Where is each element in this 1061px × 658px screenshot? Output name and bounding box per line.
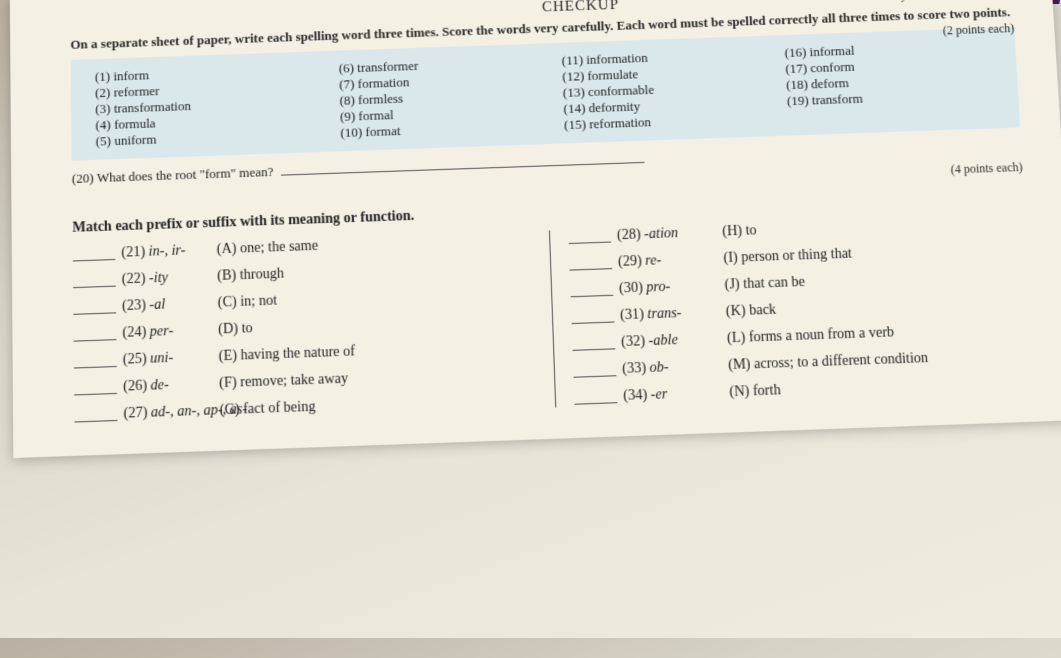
column-divider (549, 230, 556, 407)
match-definition: (A) one; the same (213, 231, 532, 259)
answer-blank[interactable] (571, 308, 614, 324)
answer-blank[interactable] (74, 379, 117, 395)
word: (4) formula (95, 115, 155, 132)
match-definition: (G) fact of being (215, 391, 536, 419)
match-definition: (B) through (213, 258, 532, 286)
points-4-each: (4 points each) (950, 160, 1023, 178)
word: (7) formation (339, 74, 409, 92)
match-right-col: (28) -ation(H) to (29) re-(I) person or t… (568, 214, 1036, 407)
word: (1) inform (95, 67, 149, 84)
q20-blank[interactable] (281, 162, 644, 176)
answer-blank[interactable] (74, 352, 117, 368)
word-col-3: (11) information (12) formulate (13) con… (561, 46, 771, 134)
match-definition: (M) across; to a different condition (724, 347, 1035, 375)
word: (19) transform (787, 90, 864, 108)
match-item: (30) pro- (619, 278, 721, 298)
word: (14) deformity (563, 98, 640, 116)
match-definition: (K) back (722, 293, 1032, 320)
word: (16) informal (784, 43, 855, 60)
word: (8) formless (339, 90, 403, 107)
word: (11) information (561, 50, 648, 68)
word: (9) formal (340, 107, 394, 124)
match-definition: (F) remove; take away (215, 364, 536, 392)
word: (12) formulate (562, 66, 638, 84)
word: (17) conform (785, 59, 855, 76)
score-label: My score (890, 0, 1013, 3)
match-definition: (I) person or thing that (719, 240, 1028, 267)
score-text: My score (890, 0, 936, 2)
worksheet-page: CHECKUP My score On a separate sheet of … (10, 0, 1061, 458)
match-item: (22) -ity (122, 269, 214, 289)
word-columns: (1) inform (2) reformer (3) transformati… (95, 38, 996, 150)
match-item: (28) -ation (617, 224, 719, 244)
match-item: (21) in-, ir- (121, 242, 213, 262)
q20-text: (20) What does the root "form" mean? (72, 164, 274, 186)
answer-blank[interactable] (74, 406, 117, 422)
match-item: (27) ad-, an-, ap-, as- (123, 403, 215, 423)
answer-blank[interactable] (574, 389, 617, 405)
match-item: (25) uni- (123, 349, 215, 369)
match-definition: (H) to (718, 214, 1026, 241)
match-item: (32) -able (621, 331, 723, 351)
answer-blank[interactable] (73, 246, 116, 262)
word: (5) uniform (96, 131, 157, 148)
word: (13) conformable (563, 82, 655, 100)
match-definition: (J) that can be (720, 267, 1029, 294)
word: (18) deform (786, 75, 849, 92)
match-grid: (21) in-, ir-(A) one; the same(22) -ity(… (73, 214, 1036, 425)
match-item: (23) -al (122, 295, 214, 315)
match-item: (33) ob- (622, 358, 725, 378)
answer-blank[interactable] (572, 335, 615, 351)
word-col-4: (16) informal (17) conform (18) deform (… (784, 38, 995, 126)
match-definition: (L) forms a noun from a verb (723, 320, 1033, 347)
match-item: (31) trans- (620, 304, 722, 324)
match-definition: (C) in; not (214, 284, 534, 312)
match-definition: (E) having the nature of (215, 338, 535, 366)
word: (2) reformer (95, 83, 159, 100)
word: (10) format (340, 123, 400, 140)
word-col-2: (6) transformer (7) formation (8) formle… (339, 53, 549, 141)
answer-blank[interactable] (573, 362, 616, 378)
word: (6) transformer (339, 58, 419, 76)
match-definition: (D) to (214, 311, 534, 339)
word-col-1: (1) inform (2) reformer (3) transformati… (95, 61, 325, 150)
answer-blank[interactable] (74, 326, 117, 342)
points-2-each: (2 points each) (942, 21, 1014, 39)
match-left-col: (21) in-, ir-(A) one; the same(22) -ity(… (73, 231, 537, 425)
match-item: (26) de- (123, 376, 215, 396)
answer-blank[interactable] (73, 299, 116, 315)
match-item: (29) re- (618, 251, 720, 271)
answer-blank[interactable] (568, 228, 611, 244)
match-item: (34) -er (623, 385, 726, 405)
word: (15) reformation (564, 114, 651, 132)
answer-blank[interactable] (569, 255, 612, 271)
answer-blank[interactable] (73, 272, 116, 288)
match-item: (24) per- (122, 322, 214, 342)
answer-blank[interactable] (570, 281, 613, 297)
match-definition: (N) forth (725, 374, 1036, 402)
word: (3) transformation (95, 98, 191, 116)
